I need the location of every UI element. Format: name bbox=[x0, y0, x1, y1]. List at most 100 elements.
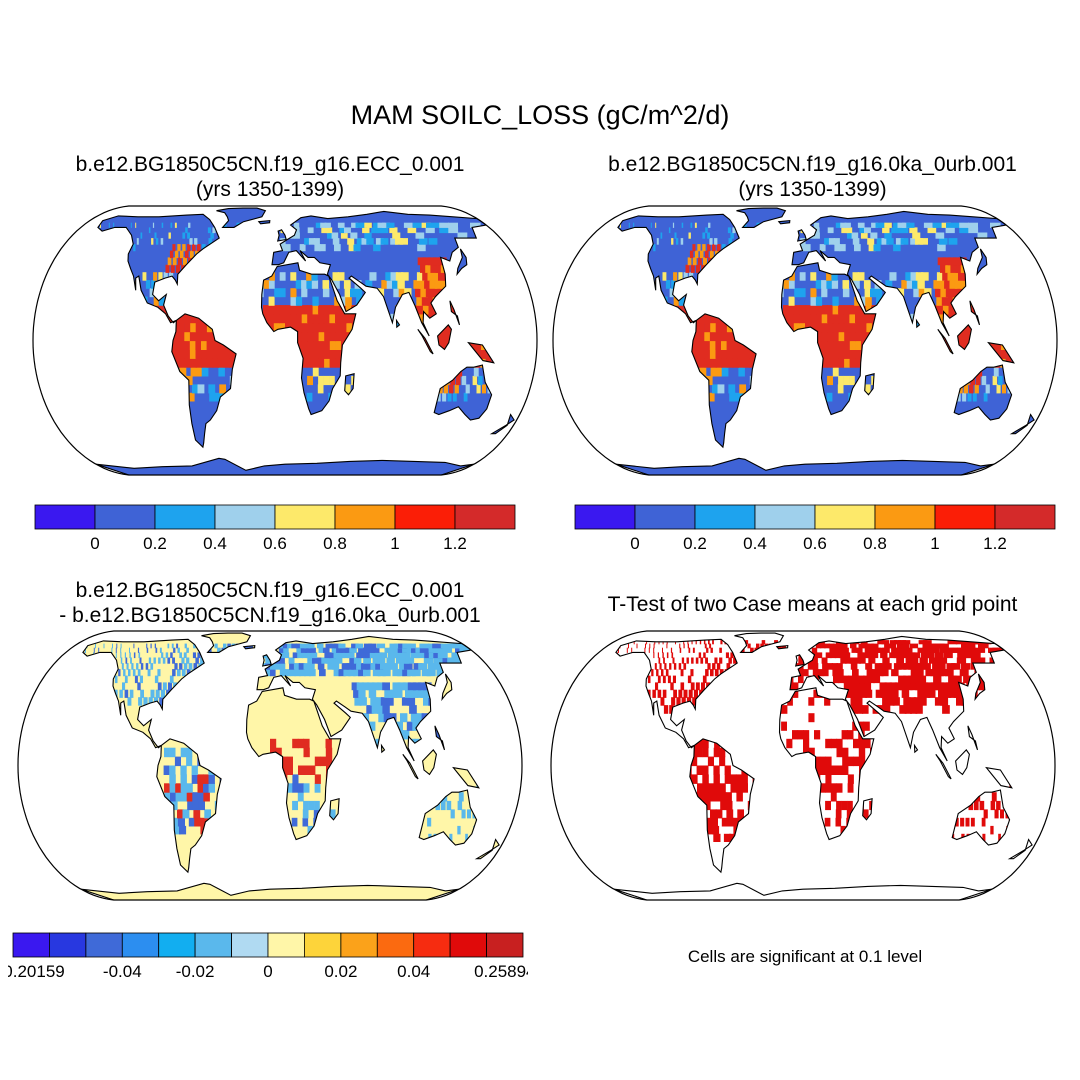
colorbar-swatch bbox=[94, 504, 156, 530]
colorbar-tick-label: 0.8 bbox=[863, 534, 887, 553]
colorbar-tick-label: -0.04 bbox=[103, 962, 142, 981]
coastline-samerica bbox=[156, 738, 222, 874]
coastline-madagascar bbox=[344, 372, 355, 396]
coastline-samerica bbox=[171, 313, 237, 449]
coastline-greenland bbox=[736, 207, 787, 228]
colorbar-tick-label: 1 bbox=[930, 534, 939, 553]
significance-note: Cells are significant at 0.1 level bbox=[687, 947, 923, 966]
colorbar-swatch bbox=[194, 932, 232, 958]
coastline-newguinea bbox=[467, 341, 495, 364]
colorbar-swatch bbox=[994, 504, 1056, 530]
colorbar-swatch bbox=[267, 932, 305, 958]
colorbar-tick-label: -0.20159 bbox=[8, 962, 65, 981]
colorbar-tick-label: 0 bbox=[90, 534, 99, 553]
coastline-uk bbox=[794, 654, 805, 667]
coastline-japan bbox=[456, 248, 468, 277]
coastline-eurasia bbox=[791, 210, 1008, 337]
panel-title-2: b.e12.BG1850C5CN.f19_g16.0ka_0urb.001 (y… bbox=[545, 152, 1080, 202]
coastline-australia bbox=[418, 789, 478, 846]
coastline-sumatra bbox=[417, 328, 434, 355]
coastline-namerica bbox=[82, 638, 205, 749]
colorbar-tick-label: 0.04 bbox=[397, 962, 430, 981]
coastline-borneo bbox=[957, 324, 972, 351]
colorbar-swatch bbox=[934, 504, 996, 530]
coastline-madagascar bbox=[862, 797, 873, 821]
coastline-madagascar bbox=[864, 372, 875, 396]
colorbar-tick-label: 0.25894 bbox=[474, 962, 528, 981]
colorbar-swatch bbox=[334, 504, 396, 530]
panel-title-1: b.e12.BG1850C5CN.f19_g16.ECC_0.001 (yrs … bbox=[10, 152, 530, 202]
colorbar-ecc: 0 0.2 0.4 0.6 0.8 1 1.2 bbox=[34, 504, 516, 553]
coastline-sumatra bbox=[937, 328, 954, 355]
coastline-australia bbox=[953, 364, 1013, 421]
colorbar-swatch bbox=[454, 504, 516, 530]
colorbar-swatch bbox=[754, 504, 816, 530]
map-difference bbox=[17, 630, 523, 901]
coastline-africa bbox=[780, 262, 877, 416]
colorbar-swatch bbox=[874, 504, 936, 530]
panel-title-4-line1: T-Test of two Case means at each grid po… bbox=[607, 593, 1018, 616]
colorbar-tick-label: 0.2 bbox=[143, 534, 167, 553]
map-0ka bbox=[552, 205, 1058, 476]
coastline-greenland bbox=[201, 632, 252, 653]
colorbar-tick-label: -0.02 bbox=[176, 962, 215, 981]
panel-title-1-line1: b.e12.BG1850C5CN.f19_g16.ECC_0.001 bbox=[75, 153, 465, 176]
colorbar-tick-label: 0 bbox=[630, 534, 639, 553]
colorbar-swatch bbox=[376, 932, 415, 958]
map-ttest bbox=[550, 630, 1056, 901]
map-ecc bbox=[32, 205, 538, 476]
coastline-srilanka bbox=[915, 318, 921, 329]
coastlines bbox=[80, 632, 500, 900]
colorbar-0ka: 0 0.2 0.4 0.6 0.8 1 1.2 bbox=[574, 504, 1056, 553]
coastline-borneo bbox=[422, 749, 437, 776]
colorbar-swatch bbox=[274, 504, 336, 530]
coastline-uk bbox=[276, 229, 287, 242]
colorbar-tick-label: 0.6 bbox=[803, 534, 827, 553]
colorbar-tick-label: 0.8 bbox=[323, 534, 347, 553]
colorbar-tick-label: 0.2 bbox=[683, 534, 707, 553]
coastline-namerica bbox=[97, 213, 220, 324]
map-border bbox=[32, 205, 538, 476]
panel-title-3-line2: - b.e12.BG1850C5CN.f19_g16.0ka_0urb.001 bbox=[59, 604, 481, 627]
colorbar-tick-label: 0.02 bbox=[324, 962, 357, 981]
coastline-newguinea bbox=[987, 341, 1015, 364]
coastline-newzealand bbox=[1009, 413, 1035, 435]
colorbar-swatch bbox=[486, 932, 524, 958]
coastline-madagascar bbox=[329, 797, 340, 821]
map-border bbox=[552, 205, 1058, 476]
coastline-iceland bbox=[775, 644, 789, 650]
colorbar-tick-label: 0.4 bbox=[743, 534, 767, 553]
coastline-samerica bbox=[691, 313, 757, 449]
coastline-japan bbox=[976, 248, 988, 277]
coastline-namerica bbox=[615, 638, 738, 749]
coastlines bbox=[95, 207, 515, 475]
coastline-srilanka bbox=[380, 743, 386, 754]
coastline-sumatra bbox=[402, 753, 419, 780]
coastline-uk bbox=[261, 654, 272, 667]
colorbar-swatch bbox=[574, 504, 636, 530]
colorbar-swatch bbox=[121, 932, 160, 958]
coastline-eurasia bbox=[271, 210, 488, 337]
panel-title-2-line2: (yrs 1350-1399) bbox=[738, 178, 887, 201]
coastline-philippines bbox=[449, 300, 461, 326]
coastline-philippines bbox=[969, 300, 981, 326]
colorbar-swatch bbox=[231, 932, 269, 958]
colorbar-tick-label: 0.4 bbox=[203, 534, 227, 553]
coastline-greenland bbox=[734, 632, 785, 653]
colorbar-swatch bbox=[85, 932, 123, 958]
coastline-borneo bbox=[955, 749, 970, 776]
coastline-newzealand bbox=[489, 413, 515, 435]
coastline-borneo bbox=[437, 324, 452, 351]
colorbar-tick-label: 1 bbox=[390, 534, 399, 553]
coastline-newguinea bbox=[452, 766, 480, 789]
coastline-africa bbox=[245, 687, 342, 841]
colorbar-tick-label: 1.2 bbox=[983, 534, 1007, 553]
coastline-iceland bbox=[257, 219, 271, 225]
coastline-namerica bbox=[617, 213, 740, 324]
colorbar-swatch bbox=[158, 932, 196, 958]
coastline-srilanka bbox=[913, 743, 919, 754]
coastline-australia bbox=[433, 364, 493, 421]
colorbar-swatch bbox=[413, 932, 451, 958]
colorbar-swatch bbox=[34, 504, 96, 530]
colorbar-swatch bbox=[49, 932, 87, 958]
